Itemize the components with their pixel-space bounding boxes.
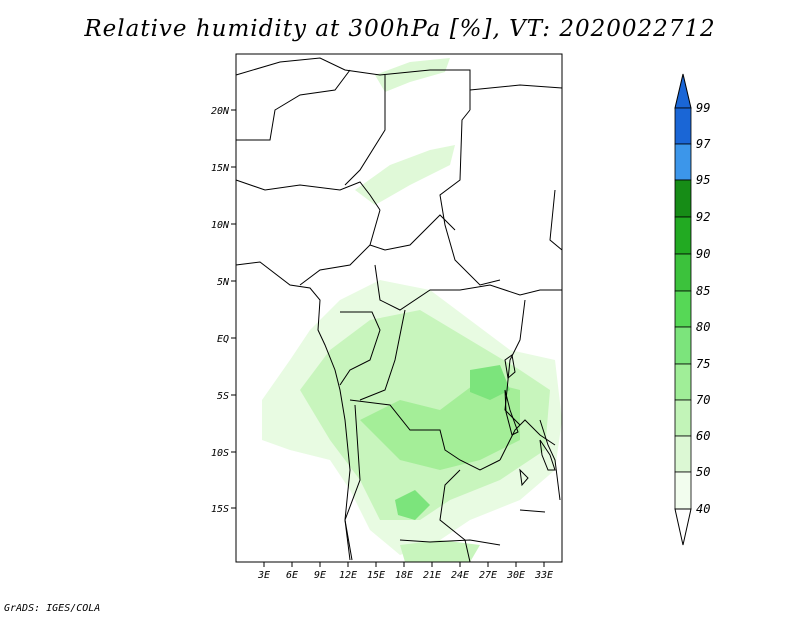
colorbar-segment [674, 399, 692, 437]
colorbar-label: 90 [696, 247, 710, 261]
lon-label: 27E [479, 570, 497, 581]
colorbar-segment [674, 143, 692, 181]
colorbar-label: 95 [696, 173, 710, 187]
colorbar-top-arrow [674, 73, 692, 109]
lon-label: 24E [451, 570, 469, 581]
colorbar-label: 97 [696, 137, 711, 151]
colorbar-label: 92 [696, 210, 710, 224]
coastline [235, 261, 353, 561]
colorbar-segment [674, 107, 692, 145]
colorbar-label: 99 [696, 101, 710, 115]
lon-label: 3E [257, 570, 270, 581]
colorbar-segment [674, 326, 692, 365]
colorbar-label: 60 [696, 429, 710, 443]
lon-label: 18E [395, 570, 413, 581]
lon-axis: 3E 6E 9E 12E 15E 18E 21E 24E 27E 30E 33E [257, 562, 553, 581]
colorbar-segment [674, 435, 692, 473]
map-title: Relative humidity at 300hPa [%], VT: 202… [84, 16, 716, 42]
lat-axis: 20N 15N 10N 5N EQ 5S 10S 15S [211, 106, 236, 515]
colorbar-label: 75 [696, 357, 710, 371]
colorbar-label: 85 [696, 284, 710, 298]
lat-label: 5S [217, 391, 229, 402]
lat-label: EQ [217, 334, 229, 345]
lakes [504, 354, 556, 487]
lon-label: 21E [423, 570, 441, 581]
colorbar-bottom-arrow [674, 508, 692, 546]
credit-text: GrADS: IGES/COLA [4, 603, 101, 614]
lat-label: 15N [211, 163, 230, 174]
country-borders [235, 57, 563, 563]
colorbar-segment [674, 216, 692, 255]
lat-label: 5N [217, 277, 230, 288]
lon-label: 6E [286, 570, 298, 581]
colorbar-segment [674, 179, 692, 218]
lon-label: 15E [367, 570, 385, 581]
lat-label: 20N [211, 106, 230, 117]
colorbar-label: 80 [696, 320, 710, 334]
colorbar-segment [674, 290, 692, 328]
colorbar-label: 70 [696, 393, 710, 407]
colorbar-label: 40 [696, 502, 710, 516]
lon-label: 30E [506, 570, 525, 581]
lat-label: 15S [211, 504, 229, 515]
humidity-shading [262, 58, 562, 562]
plot-frame [235, 53, 563, 563]
colorbar-segment [674, 363, 692, 401]
lat-label: 10S [211, 448, 229, 459]
colorbar-segment [674, 253, 692, 292]
colorbar: 99 97 95 92 90 85 80 75 70 60 50 40 [674, 73, 711, 546]
colorbar-label: 50 [696, 465, 710, 479]
colorbar-segment [674, 471, 692, 510]
lon-label: 33E [534, 570, 553, 581]
lat-label: 10N [211, 220, 230, 231]
lon-label: 12E [339, 570, 357, 581]
lon-label: 9E [314, 570, 326, 581]
